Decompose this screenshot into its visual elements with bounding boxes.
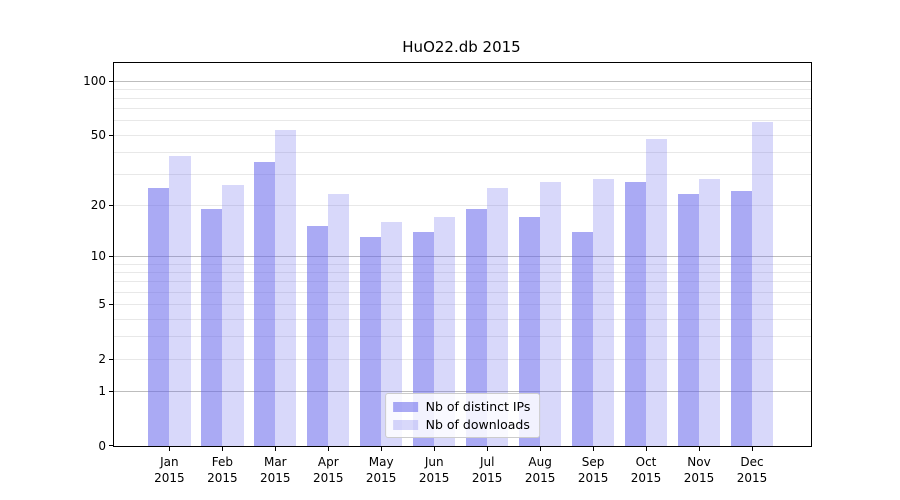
bar-downloads-mar xyxy=(275,130,297,446)
x-tick-mark xyxy=(381,447,383,451)
gridline-minor xyxy=(114,151,811,153)
gridline-minor xyxy=(114,120,811,122)
x-tick-label-feb: Feb 2015 xyxy=(207,455,238,485)
bar-distinct-ips-nov xyxy=(677,194,699,446)
y-tick-label: 5 xyxy=(98,297,106,312)
y-tick-mark xyxy=(109,80,113,82)
gridline-minor xyxy=(114,98,811,99)
bar-distinct-ips-dec xyxy=(730,191,752,446)
gridline-minor xyxy=(114,336,811,338)
legend-label-downloads: Nb of downloads xyxy=(425,417,530,432)
gridline-minor xyxy=(114,304,811,306)
bar-downloads-jan xyxy=(169,155,191,446)
bar-downloads-jul xyxy=(487,188,509,446)
y-tick-label: 20 xyxy=(90,197,106,212)
x-tick-mark xyxy=(487,447,489,451)
gridline-minor xyxy=(114,318,811,320)
x-tick-mark xyxy=(328,447,330,451)
y-tick-label: 100 xyxy=(83,73,106,88)
x-tick-label-mar: Mar 2015 xyxy=(260,455,291,485)
x-tick-mark xyxy=(593,447,595,451)
y-tick-mark xyxy=(109,359,113,360)
legend-swatch-downloads xyxy=(392,419,418,430)
x-tick-label-jul: Jul 2015 xyxy=(471,455,503,485)
y-tick-mark xyxy=(109,445,113,446)
chart-title: HuO22.db 2015 xyxy=(402,38,521,56)
bar-distinct-ips-apr xyxy=(307,226,329,446)
x-tick-mark xyxy=(434,447,436,451)
gridline-minor xyxy=(114,174,811,176)
bar-distinct-ips-jan xyxy=(148,188,170,446)
x-tick-label-sep: Sep 2015 xyxy=(577,455,609,485)
legend-row-downloads: Nb of downloads xyxy=(392,417,531,432)
gridline-major xyxy=(114,256,811,258)
x-tick-label-oct: Oct 2015 xyxy=(630,455,662,485)
x-tick-label-nov: Nov 2015 xyxy=(683,455,715,485)
y-tick-mark xyxy=(109,391,113,393)
y-tick-label: 1 xyxy=(98,384,106,399)
gridline-minor xyxy=(114,359,811,360)
bar-downloads-nov xyxy=(699,179,721,446)
x-tick-mark xyxy=(646,447,647,451)
bar-downloads-feb xyxy=(222,185,244,446)
y-tick-label: 10 xyxy=(90,249,106,264)
x-tick-label-jun: Jun 2015 xyxy=(418,455,450,485)
bar-downloads-dec xyxy=(752,121,774,446)
gridline-minor xyxy=(114,88,811,90)
gridline-minor xyxy=(114,272,811,273)
bar-distinct-ips-oct xyxy=(624,182,646,446)
gridline-minor xyxy=(114,134,811,136)
legend: Nb of distinct IPs Nb of downloads xyxy=(384,393,541,438)
bar-distinct-ips-mar xyxy=(254,162,276,446)
bar-distinct-ips-feb xyxy=(201,208,223,446)
legend-row-distinct-ips: Nb of distinct IPs xyxy=(392,399,531,414)
bar-distinct-ips-may xyxy=(360,237,382,446)
x-tick-label-apr: Apr 2015 xyxy=(313,455,344,485)
bar-distinct-ips-jul xyxy=(466,208,488,446)
x-tick-label-dec: Dec 2015 xyxy=(736,455,768,485)
gridline-minor xyxy=(114,281,811,283)
y-tick-label: 50 xyxy=(90,127,106,142)
gridline-minor xyxy=(114,291,811,293)
y-tick-label: 2 xyxy=(98,352,106,366)
legend-label-distinct-ips: Nb of distinct IPs xyxy=(425,399,531,414)
y-tick-mark xyxy=(109,134,113,136)
x-tick-mark xyxy=(540,447,542,451)
bar-downloads-oct xyxy=(646,139,668,446)
bar-downloads-apr xyxy=(328,194,350,446)
legend-swatch-distinct-ips xyxy=(392,401,418,412)
bar-distinct-ips-aug xyxy=(518,217,541,446)
bar-downloads-sep xyxy=(593,179,615,446)
x-tick-mark xyxy=(752,447,753,451)
gridline-minor xyxy=(114,263,811,265)
x-tick-mark xyxy=(699,447,700,451)
gridline-major xyxy=(114,80,811,82)
bar-distinct-ips-sep xyxy=(571,231,594,446)
bar-downloads-aug xyxy=(540,182,562,446)
x-tick-label-may: May 2015 xyxy=(365,455,397,485)
x-tick-mark xyxy=(222,447,224,451)
plot-area: 100 50 20 10 5 2 1 0 Jan 2015 Feb 2015 Mar 2015 Apr… xyxy=(83,62,812,485)
bar-downloads-jun xyxy=(434,217,456,446)
y-tick-mark xyxy=(109,304,113,306)
y-tick-label: 0 xyxy=(98,439,106,453)
gridline-minor xyxy=(114,108,811,110)
bar-downloads-may xyxy=(381,221,403,446)
x-tick-label-jan: Jan 2015 xyxy=(154,455,185,485)
y-tick-mark xyxy=(109,204,113,206)
gridline-minor xyxy=(114,204,811,206)
gridline-major xyxy=(114,391,811,393)
x-tick-label-aug: Aug 2015 xyxy=(524,455,556,485)
x-tick-mark xyxy=(169,447,171,451)
x-tick-mark xyxy=(275,447,277,451)
bar-distinct-ips-jun xyxy=(413,231,435,446)
y-tick-mark xyxy=(109,256,113,258)
